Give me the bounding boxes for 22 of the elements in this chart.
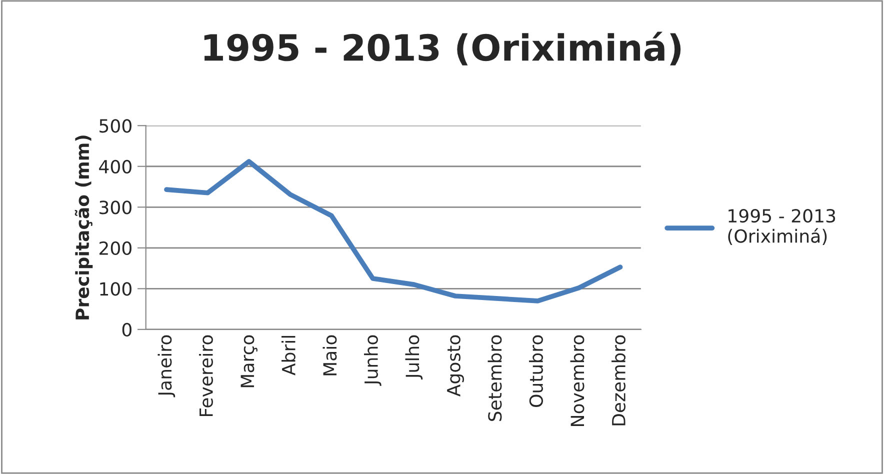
chart-title: 1995 - 2013 (Oriximiná) <box>204 32 681 66</box>
x-tick-label: Julho <box>405 335 423 380</box>
y-tick-label: 100 <box>100 282 132 296</box>
x-tick-label: Setembro <box>488 335 502 421</box>
y-tick-label: 400 <box>99 160 132 174</box>
y-tick-label: 300 <box>100 200 132 214</box>
x-tick-label: Abril <box>282 336 296 376</box>
x-tick-label: Junho <box>364 335 382 386</box>
x-tick-label: Novembro <box>570 335 584 426</box>
legend-label: 1995 - 2013 (Oriximiná) <box>728 208 836 245</box>
y-axis-title: Precipitação (mm) <box>74 136 93 320</box>
y-tick-label: 0 <box>122 322 132 337</box>
x-tick-label: Agosto <box>447 335 464 397</box>
x-tick-label: Março <box>240 335 258 388</box>
x-tick-label: Dezembro <box>612 335 626 426</box>
y-tick-label: 500 <box>100 119 132 133</box>
x-tick-label: Fevereiro <box>199 335 213 416</box>
y-tick-label: 200 <box>100 241 132 256</box>
x-tick-label: Maio <box>322 335 337 376</box>
x-tick-label: Outubro <box>529 335 544 407</box>
line-series <box>164 159 623 304</box>
x-tick-label: Janeiro <box>158 335 176 398</box>
